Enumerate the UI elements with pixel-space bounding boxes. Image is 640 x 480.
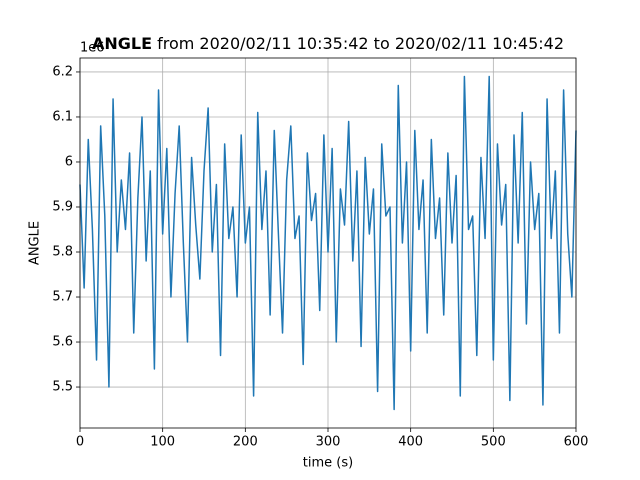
y-tick-label: 5.9 (52, 199, 73, 214)
x-tick-label: 200 (233, 435, 258, 450)
y-tick-label: 5.7 (52, 290, 73, 305)
y-tick-label: 5.6 (52, 335, 73, 350)
y-tick-label: 5.8 (52, 245, 73, 260)
x-axis-label: time (s) (303, 456, 353, 471)
chart-title: ANGLE from 2020/02/11 10:35:42 to 2020/0… (92, 34, 564, 53)
y-axis-label: ANGLE (28, 221, 43, 265)
y-tick-label: 5.5 (52, 380, 73, 395)
x-tick-label: 600 (564, 435, 589, 450)
y-offset-label: 1e6 (80, 41, 105, 56)
x-tick-label: 500 (481, 435, 506, 450)
x-tick-label: 0 (76, 435, 84, 450)
x-tick-label: 400 (398, 435, 423, 450)
data-line (79, 75, 577, 411)
title-suffix: from 2020/02/11 10:35:42 to 2020/02/11 1… (157, 34, 564, 53)
y-tick-label: 6.1 (52, 109, 73, 124)
plot-frame (79, 57, 577, 429)
title-bold: ANGLE (92, 34, 152, 53)
x-tick-label: 100 (150, 435, 175, 450)
y-tick-label: 6.2 (52, 64, 73, 79)
x-tick-label: 300 (316, 435, 341, 450)
y-tick-label: 6 (65, 154, 73, 169)
